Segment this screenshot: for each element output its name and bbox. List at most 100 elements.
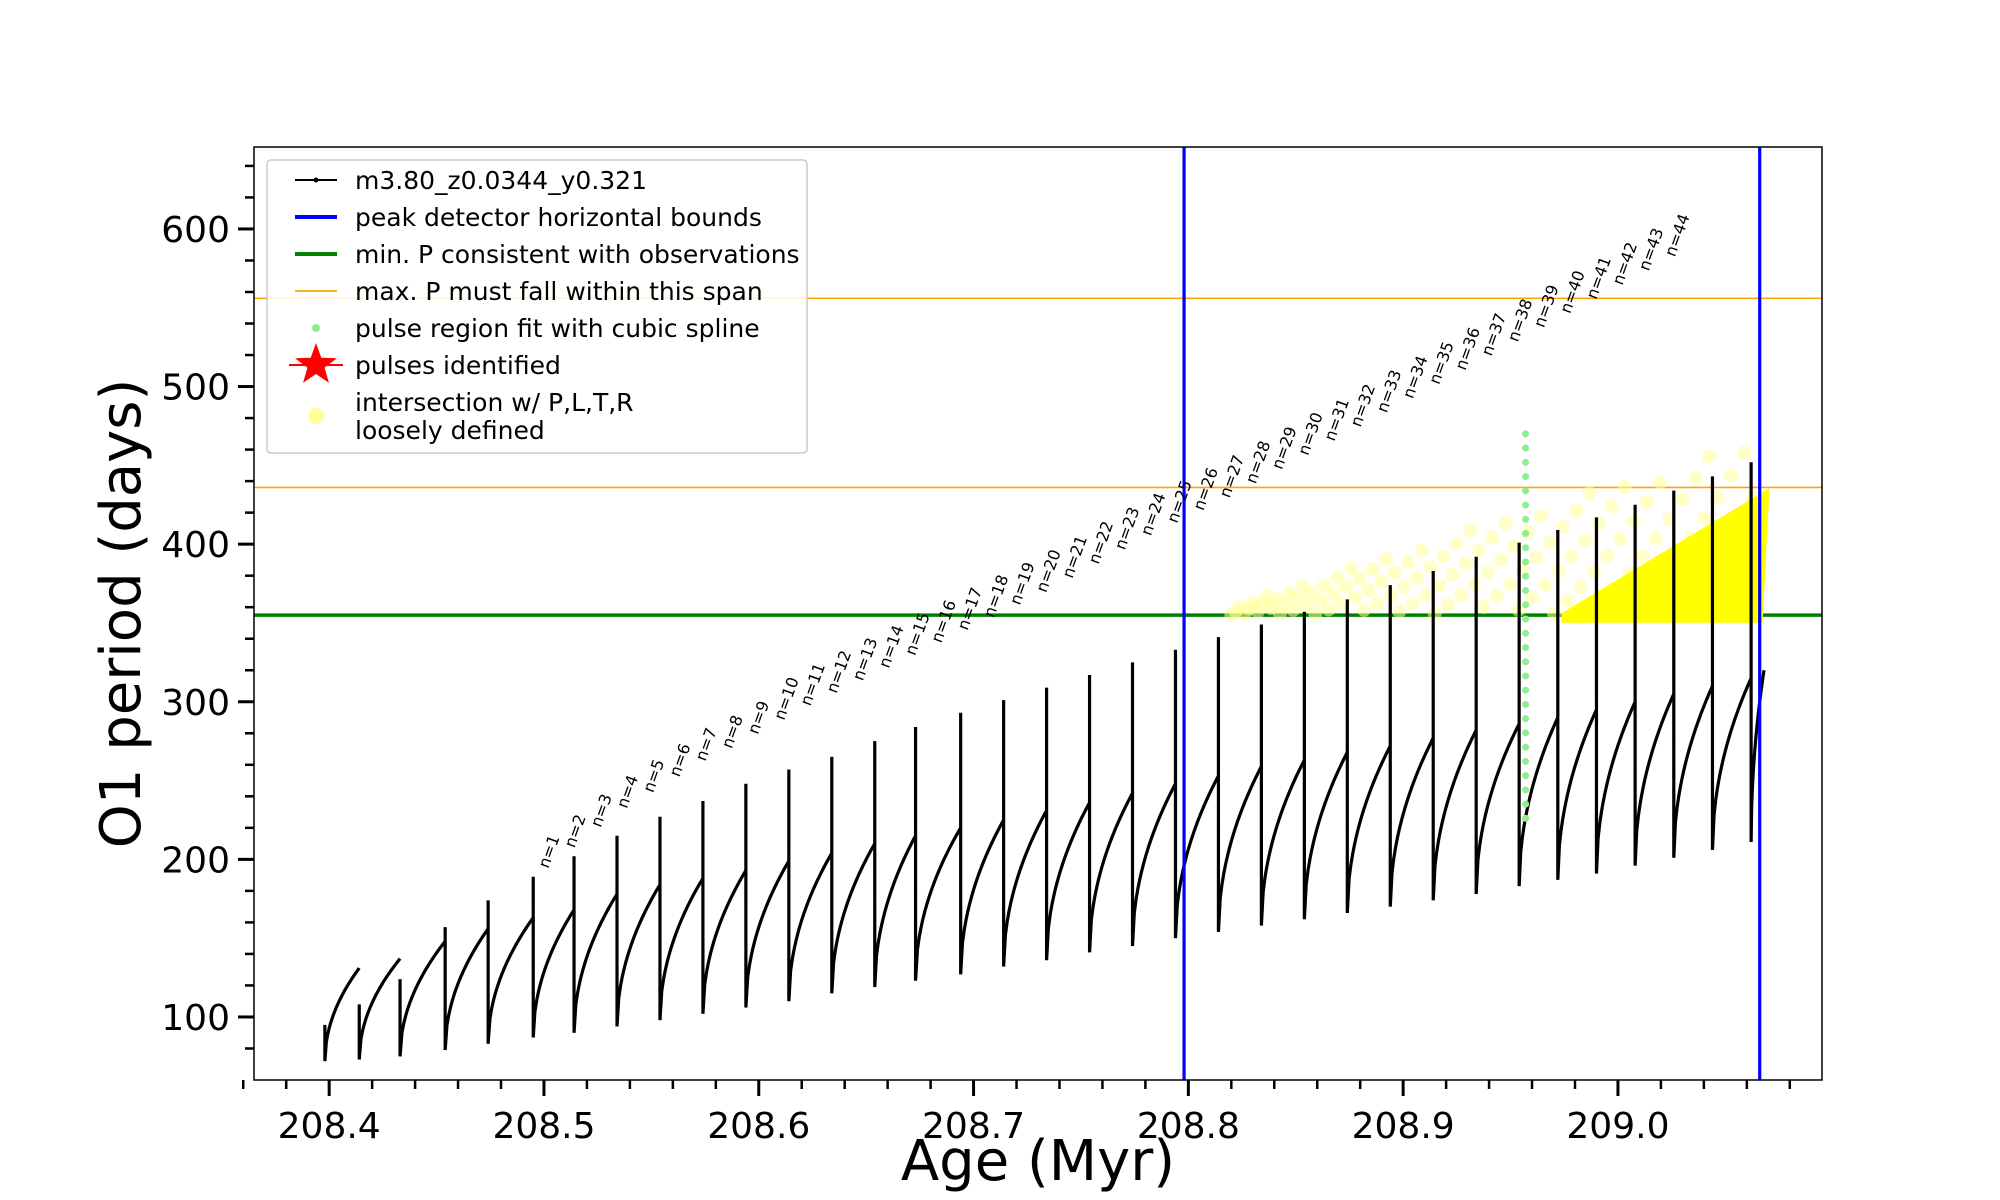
period-pulse-22 bbox=[1216, 637, 1263, 932]
loose-point bbox=[1387, 565, 1402, 580]
legend-label: max. P must fall within this span bbox=[355, 277, 763, 306]
loose-point bbox=[1432, 578, 1447, 593]
loose-point bbox=[1688, 471, 1703, 486]
loose-point bbox=[1330, 570, 1345, 585]
spline-point bbox=[1522, 686, 1530, 694]
spline-point bbox=[1522, 715, 1530, 723]
period-pulse-10 bbox=[701, 801, 748, 1014]
loose-point bbox=[1396, 580, 1411, 595]
period-pulse-12 bbox=[787, 769, 834, 1002]
period-pulse-21 bbox=[1173, 649, 1220, 939]
pulse-label: n=2 bbox=[560, 812, 589, 850]
loose-point bbox=[1542, 535, 1557, 550]
loose-point bbox=[1538, 578, 1553, 593]
spline-point bbox=[1522, 530, 1530, 538]
legend-box bbox=[266, 159, 808, 454]
axes: 208.4 208.5 208.6 208.7 208.8 208.9 209.0 100 20… bbox=[161, 146, 1823, 1147]
period-pulse-5 bbox=[486, 900, 535, 1044]
loose-point bbox=[1737, 445, 1752, 460]
loose-point bbox=[1710, 490, 1725, 505]
spline-point bbox=[1522, 487, 1530, 495]
loose-point bbox=[1724, 468, 1739, 483]
loose-point bbox=[1308, 607, 1323, 622]
legend-label: m3.80_z0.0344_y0.321 bbox=[355, 166, 647, 195]
loose-point bbox=[1454, 588, 1469, 603]
legend-label: pulses identified bbox=[355, 351, 561, 380]
period-pulse-23 bbox=[1259, 624, 1306, 926]
y-tick-label: 600 bbox=[161, 210, 230, 251]
loose-point bbox=[1635, 549, 1650, 564]
spline-point bbox=[1522, 814, 1530, 822]
loose-point bbox=[1578, 533, 1593, 548]
spline-point bbox=[1522, 558, 1530, 566]
loose-point bbox=[1379, 552, 1394, 567]
loose-point bbox=[1617, 480, 1632, 495]
period-pulse-29 bbox=[1517, 542, 1560, 887]
period-pulse-7 bbox=[572, 856, 619, 1033]
loose-point bbox=[1361, 583, 1376, 598]
loose-point bbox=[1533, 509, 1548, 524]
legend-swatch-marker bbox=[313, 177, 319, 183]
spline-point bbox=[1522, 786, 1530, 794]
spline-point bbox=[1522, 658, 1530, 666]
loose-point bbox=[1586, 564, 1601, 579]
loose-point bbox=[1321, 602, 1336, 617]
loose-point bbox=[1569, 503, 1584, 518]
period-pulse-13 bbox=[830, 756, 877, 994]
loose-point bbox=[1573, 579, 1588, 594]
loose-point bbox=[1405, 596, 1420, 611]
x-tick-label: 208.6 bbox=[707, 1106, 810, 1147]
spline-point bbox=[1522, 515, 1530, 523]
loose-point bbox=[1326, 586, 1341, 601]
loose-point bbox=[1348, 590, 1363, 605]
period-pulse-33 bbox=[1672, 490, 1714, 858]
x-tick-label: 209.0 bbox=[1566, 1106, 1669, 1147]
legend-label: peak detector horizontal bounds bbox=[355, 203, 762, 232]
period-pulse-32 bbox=[1633, 504, 1676, 866]
x-axis-title: Age (Myr) bbox=[901, 1129, 1175, 1194]
spline-point bbox=[1522, 743, 1530, 751]
loose-point bbox=[1480, 565, 1495, 580]
period-pulse-4 bbox=[443, 927, 490, 1051]
loose-point bbox=[1467, 577, 1482, 592]
loose-point bbox=[1675, 492, 1690, 507]
pulse-label: n=7 bbox=[691, 725, 720, 763]
loose-point bbox=[1502, 577, 1517, 592]
spline-point bbox=[1522, 544, 1530, 552]
pulse-label: n=6 bbox=[665, 741, 694, 779]
loose-point bbox=[1471, 543, 1486, 558]
pulse-label: n=3 bbox=[587, 791, 616, 829]
period-pulse-8 bbox=[615, 835, 662, 1027]
spline-point bbox=[1522, 473, 1530, 481]
pulse-label: n=5 bbox=[639, 757, 668, 795]
loose-point bbox=[1445, 567, 1460, 582]
loose-point bbox=[1600, 548, 1615, 563]
loose-point bbox=[1449, 536, 1464, 551]
plot-area bbox=[254, 147, 1822, 1080]
legend-label: pulse region fit with cubic spline bbox=[355, 314, 760, 343]
period-pulse-24 bbox=[1302, 611, 1349, 920]
spline-point bbox=[1522, 629, 1530, 637]
period-pulse-11 bbox=[744, 783, 791, 1008]
loose-point bbox=[1494, 552, 1509, 567]
loose-point bbox=[1591, 516, 1606, 531]
period-pulse-31 bbox=[1594, 517, 1637, 874]
loose-point bbox=[1697, 511, 1712, 526]
loose-point bbox=[1374, 574, 1389, 589]
loose-point bbox=[1604, 498, 1619, 513]
period-pulse-35 bbox=[1749, 462, 1766, 843]
x-tick-label: 208.4 bbox=[278, 1106, 381, 1147]
period-pulse-6 bbox=[531, 876, 576, 1038]
spline-point bbox=[1522, 587, 1530, 595]
loose-point bbox=[1640, 495, 1655, 510]
loose-point bbox=[1356, 602, 1371, 617]
spline-point bbox=[1522, 572, 1530, 580]
spline-point bbox=[1522, 615, 1530, 623]
spline-point bbox=[1522, 601, 1530, 609]
loose-point bbox=[1436, 548, 1451, 563]
legend-label: min. P consistent with observations bbox=[355, 240, 800, 269]
loose-point bbox=[1441, 597, 1456, 612]
loose-point bbox=[1458, 556, 1473, 571]
pulse-label: n=9 bbox=[744, 698, 773, 736]
loose-point bbox=[1286, 602, 1301, 617]
